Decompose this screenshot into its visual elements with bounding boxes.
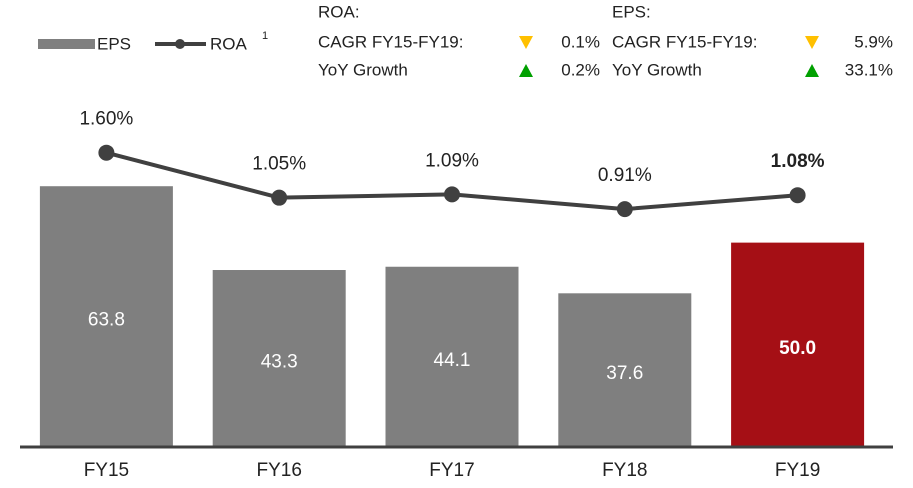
- stats-label: YoY Growth: [318, 60, 408, 79]
- roa-marker: [789, 187, 806, 204]
- stats-label: CAGR FY15-FY19:: [318, 32, 464, 51]
- legend-label: ROA: [210, 34, 248, 53]
- legend-marker: [175, 39, 185, 49]
- bar: [731, 242, 865, 447]
- legend-swatch: [38, 39, 95, 49]
- bar: [39, 186, 173, 447]
- trend-icon: [519, 36, 533, 49]
- bar: [558, 293, 692, 447]
- roa-marker: [444, 186, 460, 203]
- bar-label: 44.1: [434, 350, 471, 371]
- bar: [385, 266, 519, 447]
- roa-marker: [98, 144, 115, 161]
- stats-title: EPS:: [612, 2, 651, 21]
- stats-value: 33.1%: [845, 60, 893, 79]
- roa-marker: [271, 189, 288, 206]
- line-label: 1.08%: [771, 151, 825, 172]
- x-tick-label: FY17: [429, 460, 474, 481]
- roa-marker: [616, 201, 633, 218]
- x-tick-label: FY19: [775, 460, 820, 481]
- bar-label: 43.3: [261, 352, 298, 373]
- bar-label: 63.8: [88, 310, 125, 331]
- stats-value: 0.2%: [561, 60, 600, 79]
- bar-label: 50.0: [779, 338, 816, 359]
- x-tick-label: FY16: [256, 460, 301, 481]
- bar: [212, 270, 346, 447]
- stats-label: CAGR FY15-FY19:: [612, 32, 758, 51]
- x-tick-label: FY15: [84, 460, 129, 481]
- trend-icon: [805, 36, 819, 49]
- line-label: 1.09%: [425, 150, 479, 171]
- stats-label: YoY Growth: [612, 60, 702, 79]
- trend-icon: [805, 64, 819, 77]
- trend-icon: [519, 64, 533, 77]
- line-label: 1.05%: [252, 154, 306, 175]
- legend-footnote: 1: [262, 30, 268, 42]
- bar-label: 37.6: [606, 363, 643, 384]
- stats-value: 0.1%: [561, 32, 600, 51]
- line-label: 0.91%: [598, 165, 652, 186]
- line-label: 1.60%: [79, 109, 133, 130]
- stats-value: 5.9%: [854, 32, 893, 51]
- stats-title: ROA:: [318, 2, 360, 21]
- x-tick-label: FY18: [602, 460, 647, 481]
- legend-label: EPS: [97, 34, 131, 53]
